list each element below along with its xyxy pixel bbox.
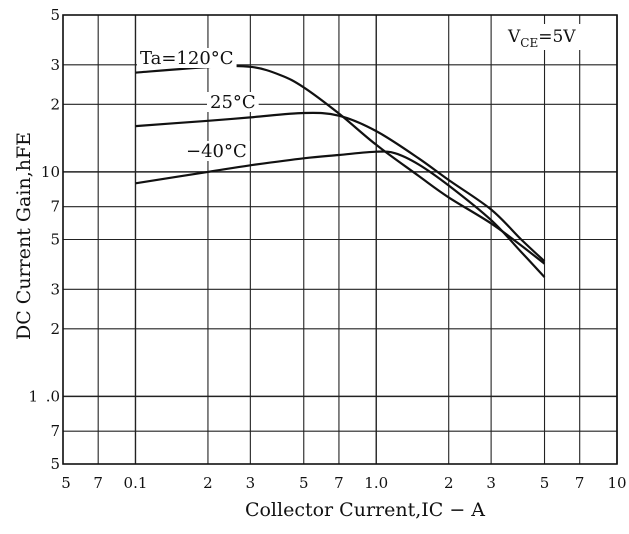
x-tick-label: 3 bbox=[246, 474, 256, 492]
labels: VCE=5V Collector Current,IC − A DC Curre… bbox=[13, 6, 627, 521]
y-tick-label: 5 bbox=[50, 6, 60, 24]
condition-label: VCE=5V bbox=[507, 27, 576, 50]
y-tick-label: 5 bbox=[50, 455, 60, 473]
x-tick-label: 2 bbox=[203, 474, 213, 492]
curve-minus40c bbox=[135, 150, 546, 278]
condition-label-bg bbox=[503, 24, 581, 50]
y-tick-label: 5 bbox=[50, 231, 60, 249]
curve-label-25c: 25°C bbox=[210, 92, 256, 113]
y-tick-label: 7 bbox=[50, 422, 60, 440]
y-tick-label: 2 bbox=[50, 320, 60, 338]
plot-border bbox=[62, 14, 618, 465]
y-axis-title: DC Current Gain,hFE bbox=[13, 132, 35, 340]
curve-120c bbox=[135, 64, 546, 265]
x-tick-label: 2 bbox=[444, 474, 454, 492]
x-tick-label: 7 bbox=[334, 474, 344, 492]
grid-layer bbox=[62, 14, 618, 465]
x-tick-label: 5 bbox=[299, 474, 309, 492]
y-tick-label: 2 bbox=[50, 95, 60, 113]
x-axis-title: Collector Current,IC − A bbox=[245, 499, 485, 521]
curve-label-bg bbox=[207, 92, 259, 112]
y-tick-label: .0 bbox=[46, 387, 60, 405]
x-tick-label: 7 bbox=[93, 474, 103, 492]
x-tick-label: 1.0 bbox=[364, 474, 388, 492]
curve-25c bbox=[135, 111, 546, 263]
x-tick-label: 5 bbox=[61, 474, 71, 492]
y-tick-label: 3 bbox=[50, 56, 60, 74]
y-tick-mark: 1 bbox=[28, 387, 38, 405]
curve-label-bg bbox=[137, 48, 237, 68]
x-tick-label: 5 bbox=[540, 474, 550, 492]
y-tick-label: 3 bbox=[50, 280, 60, 298]
x-tick-label: 0.1 bbox=[124, 474, 148, 492]
curve-label-120c: Ta=120°C bbox=[140, 48, 234, 69]
x-tick-label: 10 bbox=[607, 474, 626, 492]
plot-frame bbox=[62, 14, 618, 465]
x-tick-label: 7 bbox=[575, 474, 585, 492]
curves bbox=[135, 64, 546, 278]
y-tick-label: 7 bbox=[50, 198, 60, 216]
curve-label-minus40c: −40°C bbox=[186, 141, 247, 162]
curve-label-bg bbox=[183, 141, 250, 161]
x-tick-label: 3 bbox=[486, 474, 496, 492]
y-tick-label: 10 bbox=[41, 163, 60, 181]
